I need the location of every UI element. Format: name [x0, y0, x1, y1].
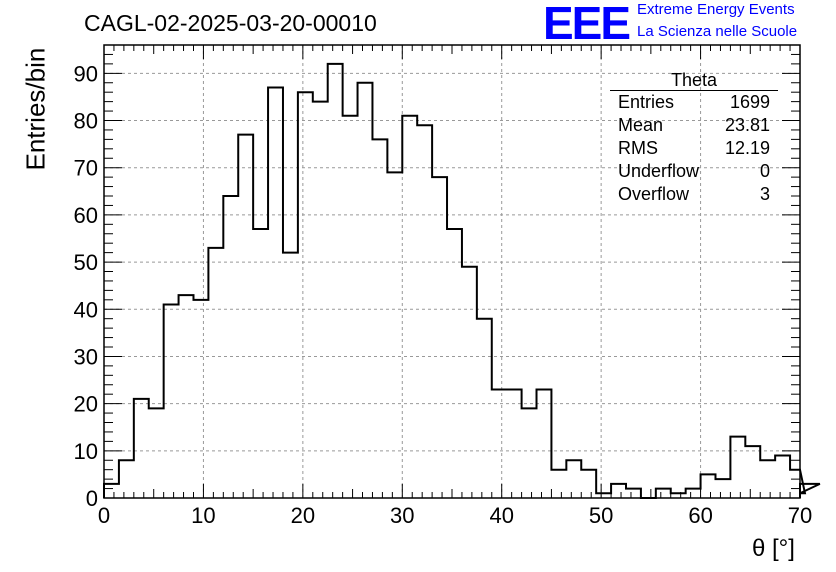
- stats-value: 0: [759, 161, 770, 181]
- stats-label: Overflow: [618, 184, 690, 204]
- stats-label: Entries: [618, 92, 675, 112]
- y-tick-label: 40: [74, 297, 98, 322]
- y-tick-label: 10: [74, 439, 98, 464]
- stats-title: Theta: [610, 70, 778, 91]
- y-tick-label: 70: [74, 156, 98, 181]
- x-axis-label: θ [°]: [752, 535, 795, 562]
- stats-value: 12.19: [724, 138, 770, 158]
- x-tick-label: 30: [390, 503, 414, 528]
- stats-row-underflow: Underflow 0: [610, 160, 778, 183]
- stats-row-mean: Mean 23.81: [610, 114, 778, 137]
- logo-line-2: La Scienza nelle Scuole: [637, 23, 798, 40]
- stats-value: 1699: [729, 92, 770, 112]
- plot-frame: [103, 44, 801, 499]
- stats-row-overflow: Overflow 3: [610, 183, 778, 206]
- stats-value: 23.81: [724, 115, 770, 135]
- y-tick-label: 50: [74, 250, 98, 275]
- x-tick-label: 10: [191, 503, 215, 528]
- chart-title: CAGL-02-2025-03-20-00010: [84, 10, 377, 36]
- y-tick-label: 80: [74, 109, 98, 134]
- logo-line-1: Extreme Energy Events: [637, 1, 795, 18]
- eee-logo: EEE: [543, 0, 631, 49]
- stats-box: Theta Entries 1699 Mean 23.81 RMS 12.19 …: [610, 70, 778, 206]
- y-tick-label: 90: [74, 61, 98, 86]
- x-tick-label: 40: [489, 503, 513, 528]
- x-tick-label: 60: [688, 503, 712, 528]
- stats-row-rms: RMS 12.19: [610, 137, 778, 160]
- x-tick-label: 0: [98, 503, 110, 528]
- x-tick-label: 50: [589, 503, 613, 528]
- y-axis-label: Entries/bin: [20, 47, 51, 171]
- histogram-series: [103, 62, 821, 499]
- x-tick-label: 70: [788, 503, 812, 528]
- stats-label: RMS: [618, 138, 658, 158]
- stats-row-entries: Entries 1699: [610, 91, 778, 114]
- y-tick-label: 60: [74, 203, 98, 228]
- x-tick-label: 20: [291, 503, 315, 528]
- stats-label: Mean: [618, 115, 664, 135]
- stats-label: Underflow: [618, 161, 700, 181]
- y-tick-label: 30: [74, 344, 98, 369]
- stats-value: 3: [759, 184, 770, 204]
- y-tick-label: 20: [74, 392, 98, 417]
- y-tick-label: 0: [86, 486, 98, 511]
- grid-lines: [104, 45, 800, 498]
